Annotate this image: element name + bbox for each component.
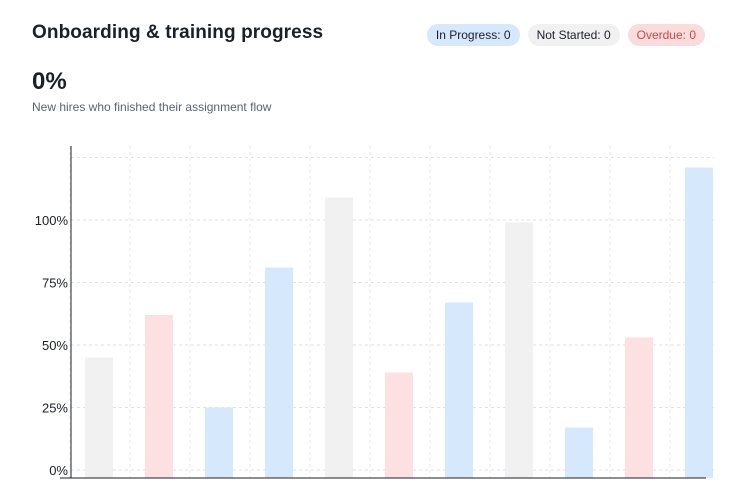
in-progress-badge[interactable]: In Progress: 0 [426,24,520,46]
bar-9[interactable] [565,427,593,479]
bar-5[interactable] [325,197,353,479]
y-tick-label: 75% [42,276,68,291]
y-tick-label: 0% [49,463,68,478]
overdue-badge[interactable]: Overdue: 0 [627,24,705,46]
bar-7[interactable] [445,302,473,479]
bar-4[interactable] [265,267,293,479]
bar-1[interactable] [85,357,113,479]
y-tick-label: 25% [42,401,68,416]
metric-description: New hires who finished their assignment … [32,100,272,114]
bar-8[interactable] [505,222,533,479]
y-tick-label: 50% [42,338,68,353]
chart-grid [69,146,714,478]
bar-3[interactable] [205,407,233,479]
y-axis-ticks: 0% 25% 50% 75% 100% [35,213,69,478]
not-started-badge[interactable]: Not Started: 0 [527,24,620,46]
completion-metric: 0% [32,68,67,95]
y-tick-label: 100% [35,213,69,228]
bar-11[interactable] [685,167,713,479]
chart-bars [85,167,713,479]
bar-2[interactable] [145,315,173,478]
page-title: Onboarding & training progress [32,22,324,43]
bar-6[interactable] [385,372,413,479]
bar-10[interactable] [625,337,653,479]
status-badges: In Progress: 0 Not Started: 0 Overdue: 0 [426,24,705,46]
